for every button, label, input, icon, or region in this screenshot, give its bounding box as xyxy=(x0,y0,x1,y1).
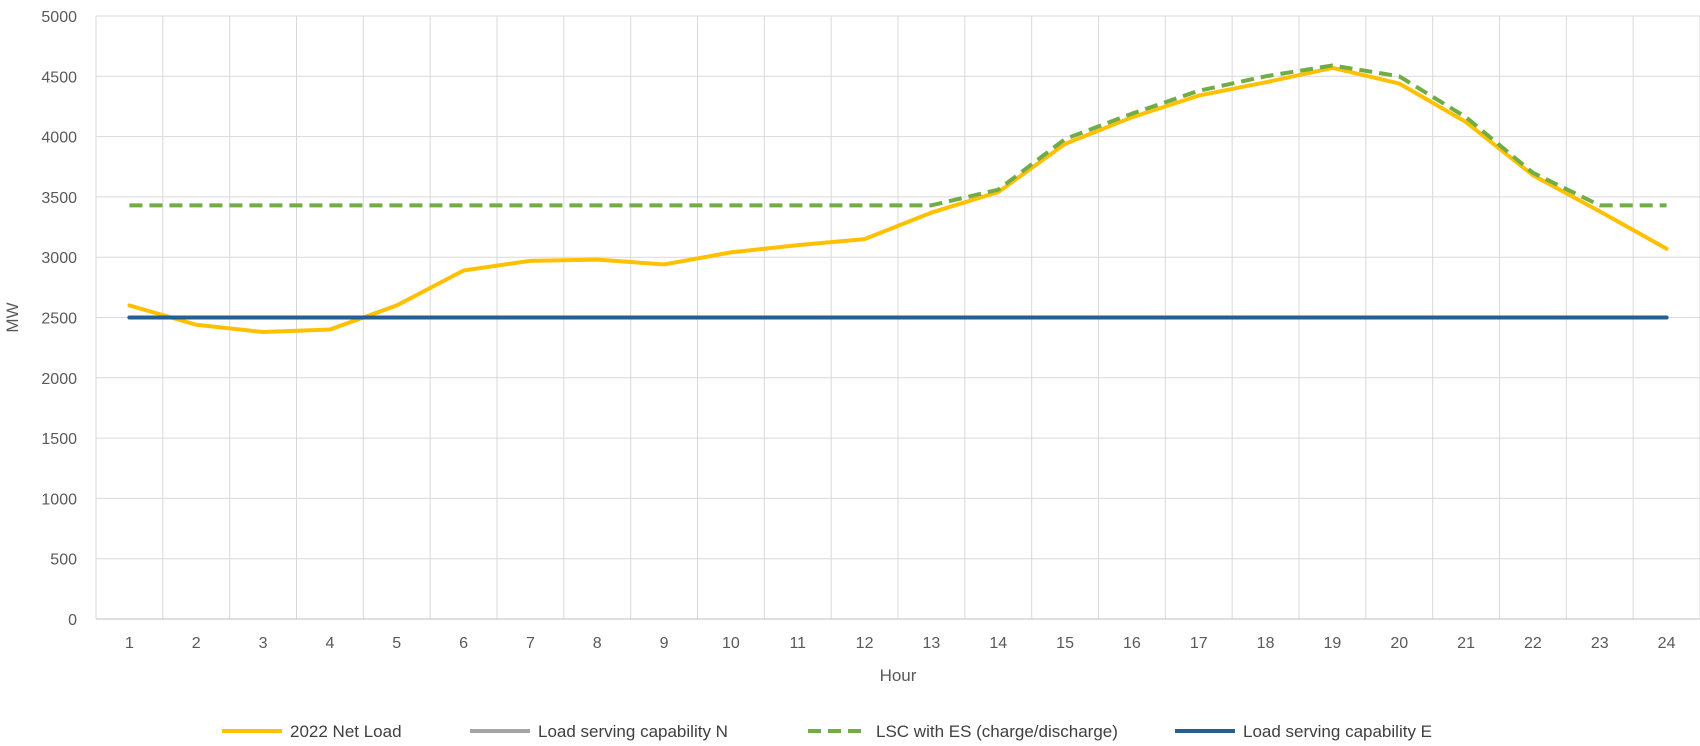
x-tick-label: 5 xyxy=(392,635,401,652)
y-tick-label: 0 xyxy=(68,612,77,629)
x-tick-label: 20 xyxy=(1390,635,1408,652)
legend-label-2: Load serving capability N xyxy=(538,722,728,741)
x-tick-label: 22 xyxy=(1524,635,1542,652)
y-tick-label: 5000 xyxy=(41,9,77,26)
legend: 2022 Net Load Load serving capability N LS… xyxy=(222,722,1432,741)
x-tick-label: 23 xyxy=(1591,635,1609,652)
x-tick-label: 21 xyxy=(1457,635,1475,652)
x-tick-label: 14 xyxy=(989,635,1007,652)
x-tick-label: 9 xyxy=(660,635,669,652)
y-tick-label: 4500 xyxy=(41,69,77,86)
x-tick-label: 16 xyxy=(1123,635,1141,652)
x-tick-label: 12 xyxy=(856,635,874,652)
y-axis-ticks: 0 500 1000 1500 2000 2500 3000 3500 4000 4500 5000 xyxy=(41,9,77,629)
legend-label-1: 2022 Net Load xyxy=(290,722,402,741)
y-axis-title: MW xyxy=(3,302,22,332)
x-tick-label: 2 xyxy=(192,635,201,652)
x-tick-label: 10 xyxy=(722,635,740,652)
x-tick-label: 19 xyxy=(1324,635,1342,652)
series-lines xyxy=(127,63,1669,334)
y-tick-label: 2500 xyxy=(41,311,77,328)
x-tick-label: 7 xyxy=(526,635,535,652)
x-tick-label: 18 xyxy=(1257,635,1275,652)
x-tick-label: 6 xyxy=(459,635,468,652)
x-tick-label: 4 xyxy=(325,635,334,652)
y-tick-label: 1000 xyxy=(41,491,77,508)
y-tick-label: 1500 xyxy=(41,431,77,448)
y-tick-label: 2000 xyxy=(41,371,77,388)
x-tick-label: 17 xyxy=(1190,635,1208,652)
series-line-1 xyxy=(127,65,1669,334)
x-tick-label: 3 xyxy=(259,635,268,652)
x-axis-title: Hour xyxy=(880,666,917,685)
x-tick-label: 11 xyxy=(789,635,806,652)
series-line-3 xyxy=(129,63,1667,208)
y-tick-label: 4000 xyxy=(41,130,77,147)
y-tick-label: 3500 xyxy=(41,190,77,207)
x-tick-label: 13 xyxy=(923,635,941,652)
y-tick-label: 3000 xyxy=(41,250,77,267)
y-tick-label: 500 xyxy=(50,552,77,569)
legend-label-3: LSC with ES (charge/discharge) xyxy=(876,722,1118,741)
x-tick-label: 24 xyxy=(1658,635,1676,652)
x-tick-label: 15 xyxy=(1056,635,1074,652)
x-axis-ticks: 1 2 3 4 5 6 7 8 9 10 11 12 13 14 15 16 17 18 19 20 21 22 23 24 xyxy=(125,635,1676,652)
legend-label-4: Load serving capability E xyxy=(1243,722,1432,741)
x-tick-label: 1 xyxy=(125,635,134,652)
x-tick-label: 8 xyxy=(593,635,602,652)
